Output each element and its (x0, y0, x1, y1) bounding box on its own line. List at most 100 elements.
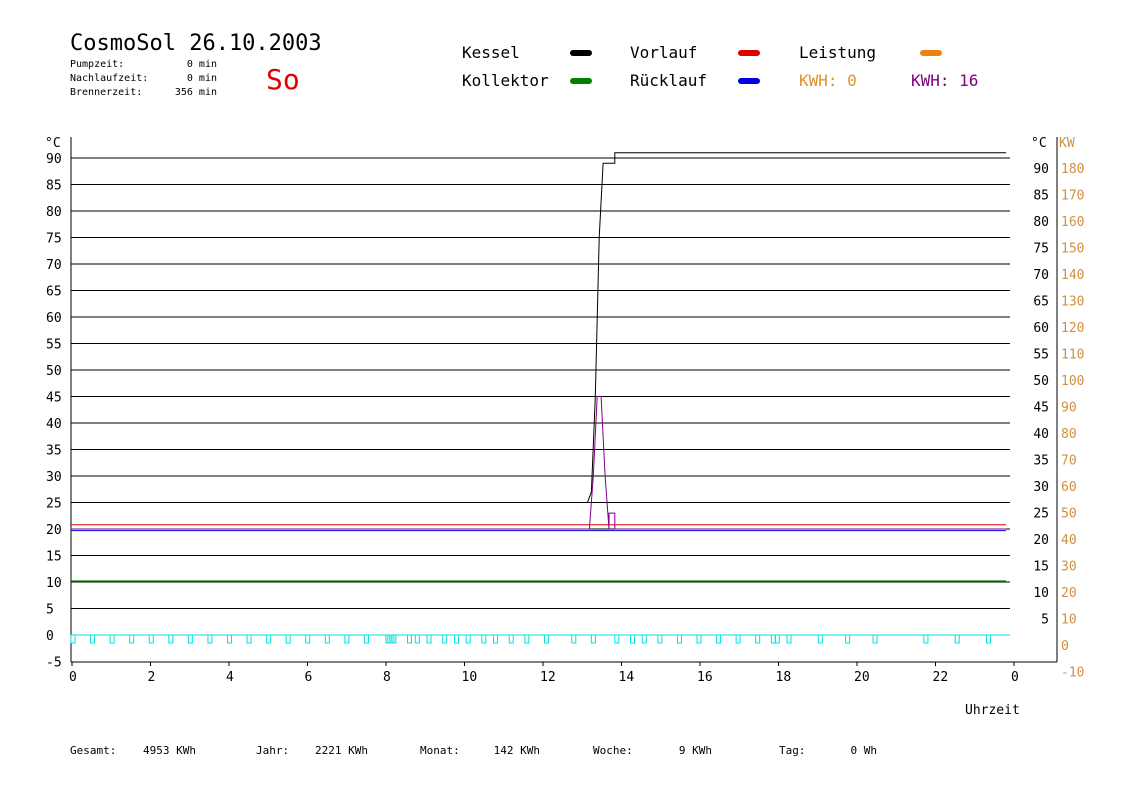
y-tick-kw: 110 (1061, 348, 1084, 363)
y-tick-kw: 150 (1061, 242, 1084, 257)
pump-pulse (148, 634, 154, 644)
pump-pulse (227, 634, 232, 644)
x-tick-label: 12 (540, 670, 556, 685)
y-tick-kw: 50 (1061, 507, 1077, 522)
pump-pulse (90, 634, 96, 644)
pump-pulse (493, 634, 499, 644)
y-tick-left: 90 (46, 152, 62, 167)
x-tick-label: 16 (697, 670, 713, 685)
y-tick-kw: 120 (1061, 321, 1084, 336)
footer-label: Tag: (779, 744, 806, 757)
pump-pulse (676, 634, 682, 644)
y-tick-kw: 170 (1061, 189, 1084, 204)
pump-pulse (614, 634, 620, 644)
pump-pulse (426, 634, 432, 644)
legend-label: Rücklauf (630, 71, 707, 90)
stat-label: Nachlaufzeit: (70, 73, 148, 84)
pump-pulse (109, 634, 115, 644)
y-unit-left: °C (45, 136, 61, 151)
x-tick-label: 20 (854, 670, 870, 685)
y-tick-left: 55 (46, 338, 62, 353)
pump-pulse (770, 634, 776, 644)
pump-pulse (465, 634, 471, 644)
pump-pulse (187, 634, 193, 644)
pump-pulse (391, 634, 397, 644)
y-tick-left: 60 (46, 311, 62, 326)
kwh-total: KWH: 16 (911, 71, 978, 90)
pump-pulse (285, 634, 291, 644)
y-unit-kw: KW (1059, 136, 1075, 151)
pump-pulse (481, 634, 487, 644)
kwh-leistung: KWH: 0 (799, 71, 857, 90)
pump-pulse (70, 634, 76, 644)
pump-pulse (657, 634, 663, 644)
pump-pulse (266, 634, 272, 644)
footer-value: 2221 KWh (315, 744, 368, 757)
y-tick-left: 20 (46, 523, 62, 538)
y-tick-right: 70 (1033, 268, 1049, 283)
pump-pulse (543, 634, 549, 644)
y-tick-kw: 140 (1061, 268, 1084, 283)
legend-label: Leistung (799, 43, 876, 62)
y-tick-kw: -10 (1061, 666, 1084, 681)
y-tick-right: 10 (1033, 586, 1049, 601)
series-leistung (71, 396, 1007, 530)
y-tick-left: 40 (46, 417, 62, 432)
pump-pulse (786, 634, 792, 644)
y-tick-kw: 90 (1061, 401, 1077, 416)
pump-pulse (207, 634, 213, 644)
pump-pulse (571, 634, 577, 644)
y-unit-right: °C (1031, 136, 1047, 151)
stat-value: 356 min (175, 87, 217, 98)
pump-pulse (508, 634, 514, 644)
pump-pulse (872, 634, 878, 644)
y-tick-left: -5 (46, 656, 62, 671)
y-tick-right: 90 (1033, 162, 1049, 177)
stat-value: 0 min (187, 73, 217, 84)
footer-value: 142 KWh (494, 744, 540, 757)
y-tick-right: 65 (1033, 295, 1049, 310)
y-tick-kw: 40 (1061, 533, 1077, 548)
y-tick-right: 40 (1033, 427, 1049, 442)
x-tick-label: 10 (462, 670, 478, 685)
x-tick-label: 14 (619, 670, 635, 685)
pump-pulse (755, 634, 761, 644)
pump-pulse (696, 634, 702, 644)
x-tick-label: 8 (383, 670, 391, 685)
stat-label: Brennerzeit: (70, 87, 142, 98)
y-tick-left: 15 (46, 550, 62, 565)
y-tick-right: 45 (1033, 401, 1049, 416)
x-tick-label: 18 (776, 670, 792, 685)
pump-pulse (629, 634, 635, 644)
pump-pulse (129, 634, 135, 644)
y-tick-left: 75 (46, 232, 62, 247)
pump-pulse (845, 634, 851, 644)
footer-value: 9 KWh (679, 744, 712, 757)
x-tick-label: 22 (933, 670, 949, 685)
pump-pulse (923, 634, 929, 644)
y-tick-kw: 80 (1061, 427, 1077, 442)
legend-label: Vorlauf (630, 43, 697, 62)
y-tick-left: 25 (46, 497, 62, 512)
y-tick-left: 50 (46, 364, 62, 379)
pump-pulse (774, 634, 780, 644)
x-tick-label: 2 (148, 670, 156, 685)
y-tick-left: 45 (46, 391, 62, 406)
y-tick-kw: 130 (1061, 295, 1084, 310)
x-tick-label: 0 (69, 670, 77, 685)
pump-pulse (641, 634, 647, 644)
y-tick-left: 80 (46, 205, 62, 220)
y-tick-kw: 180 (1061, 162, 1084, 177)
y-tick-right: 55 (1033, 348, 1049, 363)
pump-pulse (986, 634, 992, 644)
y-tick-left: 70 (46, 258, 62, 273)
footer-label: Jahr: (256, 744, 289, 757)
pump-pulse (168, 634, 174, 644)
x-tick-label: 4 (226, 670, 234, 685)
pump-pulse (735, 634, 741, 644)
pump-pulse (305, 634, 311, 644)
pump-pulse (954, 634, 960, 644)
x-tick-label: 0 (1011, 670, 1019, 685)
y-tick-kw: 10 (1061, 613, 1077, 628)
